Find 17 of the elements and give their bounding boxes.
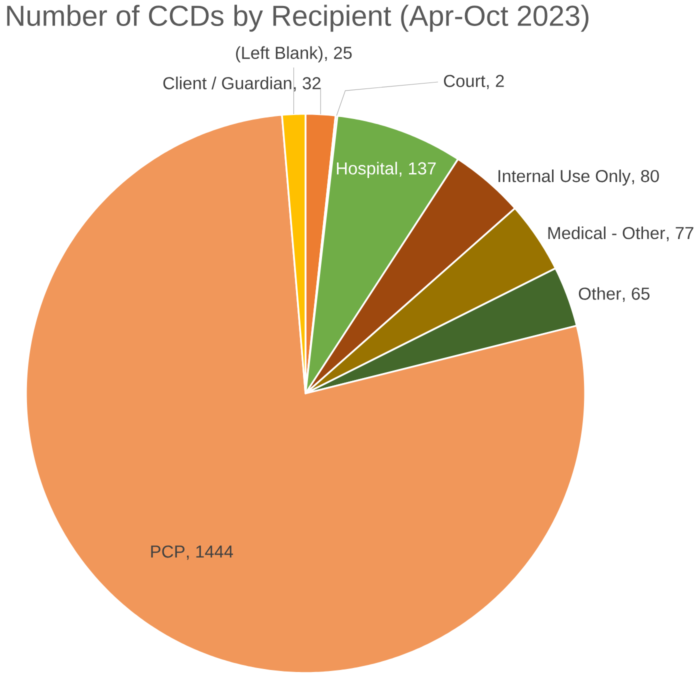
data-label: , 32 xyxy=(294,77,320,92)
data-label: , 137 xyxy=(400,162,436,177)
data-label: , 2 xyxy=(486,74,504,90)
slice-label: Client / Guardian xyxy=(163,76,292,90)
slice-label: Court xyxy=(444,74,486,88)
slice-label: Hospital xyxy=(336,162,397,178)
slice-label: Medical - Other xyxy=(548,226,665,240)
slice-label: (Left Blank) xyxy=(236,46,322,62)
data-label: , 80 xyxy=(632,170,659,184)
data-label: , 1444 xyxy=(186,546,234,560)
data-label: , 77 xyxy=(666,227,694,242)
data-label: , 65 xyxy=(622,288,650,302)
slice-label: Other xyxy=(578,287,622,300)
slice-label: PCP xyxy=(151,546,184,558)
chart-title: Number of CCDs by Recipient (Apr-Oct 2023) xyxy=(7,4,588,32)
data-label: , 25 xyxy=(325,46,352,62)
slice-label: Internal Use Only xyxy=(498,170,631,186)
